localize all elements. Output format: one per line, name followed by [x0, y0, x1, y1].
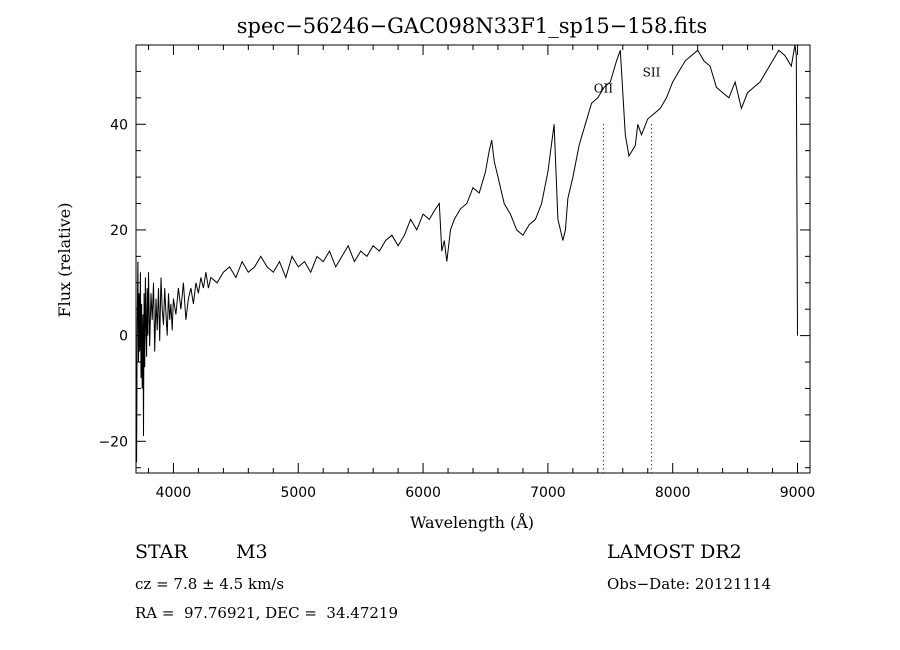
object-subclass: M3: [236, 541, 268, 563]
observation-date: Obs−Date: 20121114: [607, 575, 772, 593]
x-tick-label: 5000: [280, 485, 316, 501]
x-tick-label: 9000: [780, 485, 816, 501]
plot-frame: [135, 44, 811, 474]
x-tick-label: 7000: [530, 485, 566, 501]
line-label: SII: [643, 66, 661, 80]
y-tick-label: 20: [110, 223, 128, 239]
x-tick-label: 8000: [655, 485, 691, 501]
object-type: STAR: [135, 541, 188, 563]
survey-name: LAMOST DR2: [607, 541, 742, 563]
y-tick-label: −20: [98, 434, 128, 450]
sky-coordinates: RA = 97.76921, DEC = 34.47219: [135, 604, 399, 622]
x-axis-label: Wavelength (Å): [410, 512, 534, 532]
redshift-cz: cz = 7.8 ± 4.5 km/s: [135, 575, 285, 593]
y-tick-label: 40: [110, 117, 128, 133]
x-tick-label: 6000: [405, 485, 441, 501]
y-tick-label: 0: [119, 329, 128, 345]
chart-title: spec−56246−GAC098N33F1_sp15−158.fits: [237, 14, 708, 38]
x-tick-label: 4000: [156, 485, 192, 501]
plot-axes: 4000 5000 6000 7000 8000 9000 −20 0 20 40: [98, 44, 816, 501]
spectrum-line: [136, 44, 798, 463]
y-axis-label: Flux (relative): [55, 203, 74, 318]
